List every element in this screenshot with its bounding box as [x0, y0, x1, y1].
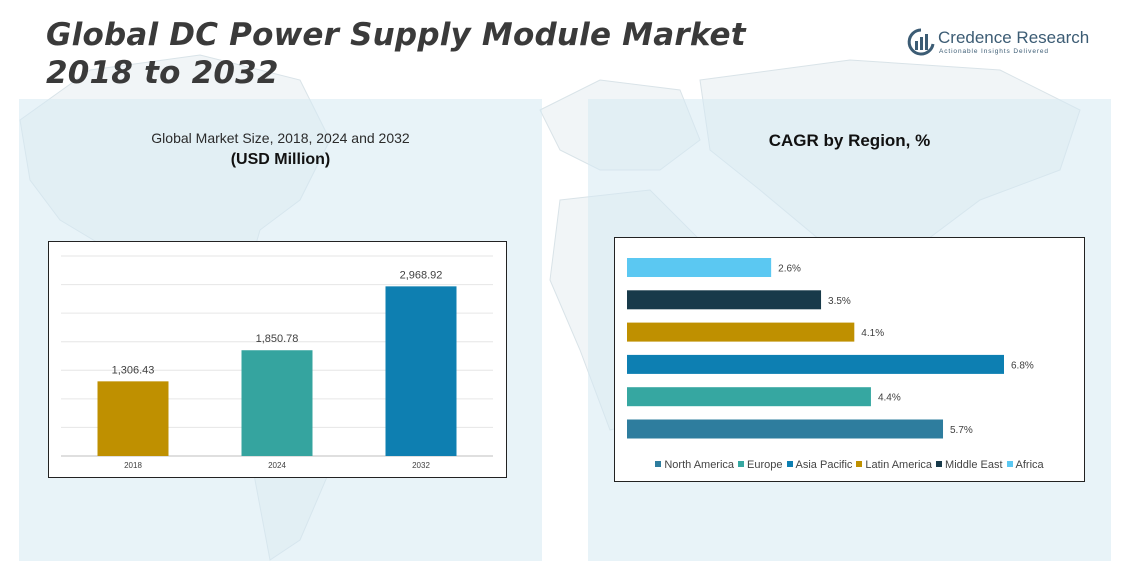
data-label-europe: 4.4%	[878, 393, 901, 404]
bar-latin-america	[627, 322, 855, 342]
bar-middle-east	[627, 290, 822, 310]
data-label-2018: 1,306.43	[112, 364, 155, 376]
page-title: Global DC Power Supply Module Market 201…	[46, 16, 746, 92]
legend-item-africa: Africa	[1006, 459, 1044, 471]
cagr-chart: 5.7% 4.4% 6.8% 4.1% 3.5% 2.6% North America Eu…	[614, 237, 1085, 482]
tick-label-2024: 2024	[268, 461, 286, 470]
legend-item-middle-east: Middle East	[936, 459, 1003, 471]
market-size-bar-svg: 1,306.43 2018 1,850.78 2024 2,968.92 2032	[61, 255, 493, 470]
market-size-unit: (USD Million)	[230, 151, 331, 168]
legend-label: Middle East	[945, 459, 1003, 471]
bar-2018	[97, 381, 169, 456]
legend-label: North America	[664, 459, 735, 471]
legend-item-north-america: North America	[655, 459, 734, 471]
legend-label: Latin America	[865, 459, 933, 471]
title-line-2: 2018 to 2032	[46, 55, 279, 91]
legend-item-europe: Europe	[738, 459, 783, 471]
legend-swatch	[655, 461, 662, 467]
legend-label: Africa	[1015, 459, 1044, 471]
legend-label: Asia Pacific	[795, 459, 853, 471]
title-line-1: Global DC Power Supply Module Market	[46, 17, 746, 53]
legend-swatch	[1006, 461, 1013, 467]
market-size-chart: 1,306.43 2018 1,850.78 2024 2,968.92 2032	[48, 241, 507, 478]
bar-europe	[627, 387, 871, 407]
cagr-bar-svg: 5.7% 4.4% 6.8% 4.1% 3.5% 2.6%	[627, 258, 1034, 439]
legend-label: Europe	[747, 459, 783, 471]
legend-swatch	[738, 461, 745, 467]
legend-swatch	[856, 461, 863, 467]
bar-2024	[241, 350, 313, 456]
data-label-middle-east: 3.5%	[828, 296, 851, 307]
tick-label-2018: 2018	[124, 461, 142, 470]
bar-africa	[627, 258, 772, 277]
bar-asia-pacific	[627, 354, 1004, 374]
brand-logo[interactable]: Credence Research Actionable Insights De…	[906, 27, 1090, 59]
cagr-title: CAGR by Region, %	[768, 131, 931, 150]
cagr-legend: North America Europe Asia Pacific Latin Ame…	[615, 459, 1084, 471]
data-label-2024: 1,850.78	[256, 333, 299, 345]
bar-north-america	[627, 419, 944, 439]
tick-label-2032: 2032	[412, 461, 430, 470]
legend-swatch	[786, 461, 793, 467]
data-label-north-america: 5.7%	[950, 425, 973, 436]
brand-name: Credence Research	[938, 28, 1090, 47]
brand-logo-icon	[907, 28, 935, 56]
brand-tagline: Actionable Insights Delivered	[939, 48, 1049, 55]
data-label-africa: 2.6%	[778, 264, 801, 275]
data-label-2032: 2,968.92	[400, 269, 443, 281]
bar-2032	[385, 286, 457, 456]
legend-item-asia-pacific: Asia Pacific	[786, 459, 853, 471]
legend-swatch	[936, 461, 943, 467]
market-size-subtitle: Global Market Size, 2018, 2024 and 2032	[151, 130, 410, 146]
data-label-latin-america: 4.1%	[861, 328, 884, 339]
data-label-asia-pacific: 6.8%	[1011, 360, 1034, 371]
legend-item-latin-america: Latin America	[856, 459, 932, 471]
